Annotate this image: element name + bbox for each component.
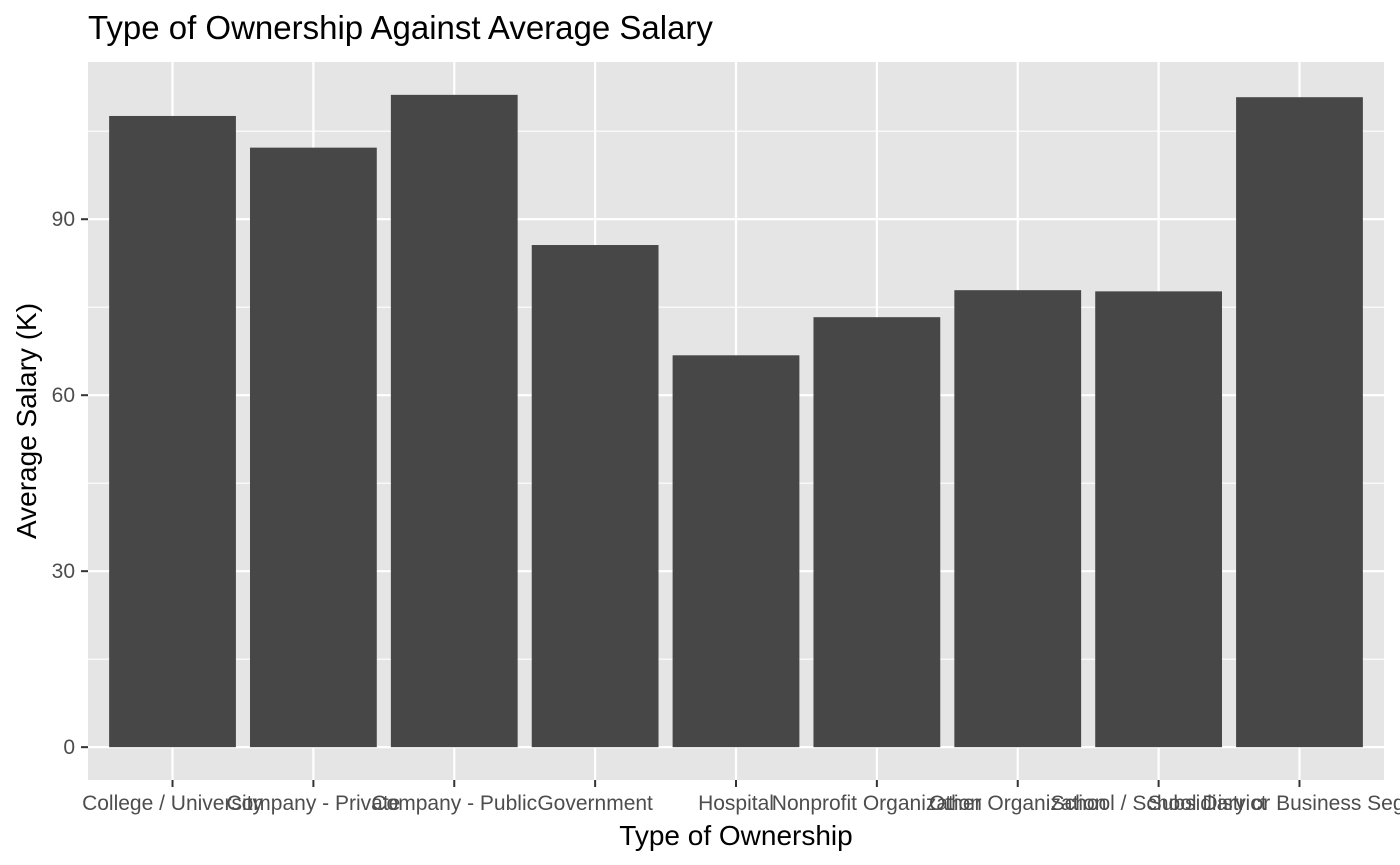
bar	[813, 317, 941, 748]
bar	[1236, 97, 1363, 748]
bars	[109, 94, 1363, 748]
chart-title: Type of Ownership Against Average Salary	[88, 9, 713, 46]
x-tick-label: School / School District	[1051, 792, 1267, 815]
bar	[672, 355, 800, 748]
y-tick-label: 60	[52, 384, 75, 407]
bar	[531, 245, 659, 748]
bar	[1095, 291, 1222, 748]
x-tick-label: Company - Public	[371, 792, 537, 815]
x-tick-label: Government	[537, 792, 653, 815]
y-tick-label: 30	[52, 560, 75, 583]
y-tick-label: 0	[63, 736, 75, 759]
x-tick-label: Company - Private	[226, 792, 400, 815]
x-tick-label: College / University	[82, 792, 263, 815]
y-tick-label: 90	[52, 208, 75, 231]
y-axis-title: Average Salary (K)	[11, 303, 42, 539]
x-tick-label: Subsidiary or Business Segment	[1148, 792, 1400, 815]
x-tick-label: Other Organization	[929, 792, 1106, 815]
bar	[390, 94, 518, 748]
x-tick-label: Nonprofit Organization	[772, 792, 982, 815]
x-axis-title: Type of Ownership	[619, 820, 852, 851]
bar	[109, 115, 236, 748]
y-axis: 0 30 60 90	[52, 208, 88, 759]
x-tick-label: Hospital	[698, 792, 774, 815]
bar	[954, 290, 1082, 748]
bar	[250, 147, 377, 748]
